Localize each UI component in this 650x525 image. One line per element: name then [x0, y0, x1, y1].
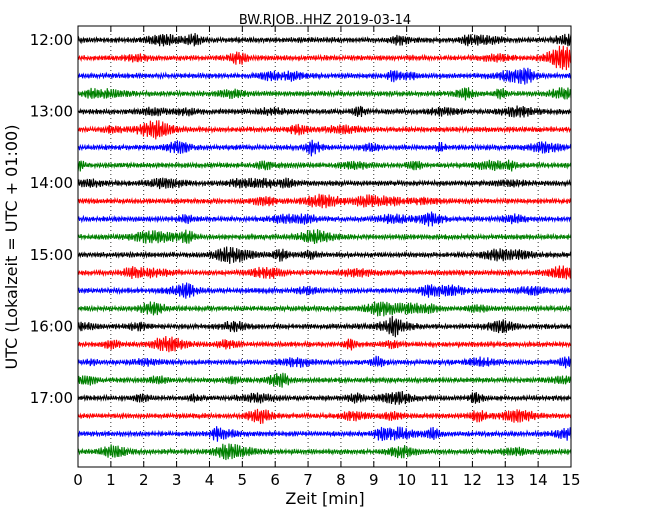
x-tick-label: 11	[430, 471, 449, 489]
x-tick-label: 15	[561, 471, 580, 489]
plot-frame	[77, 25, 572, 468]
trace-1500	[77, 246, 572, 264]
trace-1430	[77, 211, 572, 227]
trace-1600	[77, 315, 572, 338]
trace-1400	[77, 177, 572, 190]
trace-1630	[77, 355, 572, 369]
trace-1445	[77, 229, 572, 244]
x-tick-label: 5	[238, 471, 248, 489]
y-tick-label: 12:00	[30, 31, 73, 49]
trace-1330	[77, 139, 572, 157]
y-tick-label: 17:00	[30, 389, 73, 407]
trace-1730	[77, 426, 572, 442]
y-axis-label: UTC (Lokalzeit = UTC + 01:00)	[2, 125, 21, 370]
trace-1415	[77, 193, 572, 209]
x-tick-label: 0	[73, 471, 83, 489]
trace-1545	[77, 301, 572, 317]
trace-1200	[77, 32, 572, 47]
vertical-gridlines	[110, 26, 539, 467]
x-tick-label: 3	[172, 471, 182, 489]
x-tick-label: 4	[205, 471, 215, 489]
x-tick-label: 12	[463, 471, 482, 489]
y-axis-ticks: 12:00 13:00 14:00 15:00 16:00 17:00	[30, 31, 571, 407]
trace-1515	[77, 265, 572, 280]
y-tick-label: 15:00	[30, 246, 73, 264]
x-axis-ticks: 0 1 2 3 4 5 6 7 8 9 10 11 12 13 14 15	[73, 26, 581, 489]
trace-1745	[77, 443, 572, 461]
x-tick-label: 2	[139, 471, 149, 489]
trace-1300	[77, 105, 572, 118]
trace-1700	[77, 390, 572, 405]
trace-1615	[77, 336, 572, 353]
x-tick-label: 13	[496, 471, 515, 489]
y-tick-label: 16:00	[30, 317, 73, 335]
y-tick-label: 13:00	[30, 103, 73, 121]
x-tick-label: 14	[529, 471, 548, 489]
chart-title: BW.RJOB..HHZ 2019-03-14	[239, 13, 411, 28]
trace-1245	[77, 87, 572, 101]
x-tick-label: 6	[270, 471, 280, 489]
trace-1345	[77, 159, 572, 172]
x-tick-label: 9	[369, 471, 379, 489]
trace-1230	[77, 67, 572, 85]
trace-1530	[77, 282, 572, 299]
x-tick-label: 7	[303, 471, 313, 489]
x-tick-label: 10	[397, 471, 416, 489]
trace-1645	[77, 372, 572, 388]
y-tick-label: 14:00	[30, 174, 73, 192]
x-tick-label: 1	[106, 471, 116, 489]
x-axis-label: Zeit [min]	[285, 489, 364, 508]
trace-1715	[77, 408, 572, 424]
x-tick-label: 8	[336, 471, 346, 489]
seismic-traces	[77, 32, 572, 461]
trace-1215	[77, 45, 572, 71]
trace-1315	[77, 120, 572, 140]
